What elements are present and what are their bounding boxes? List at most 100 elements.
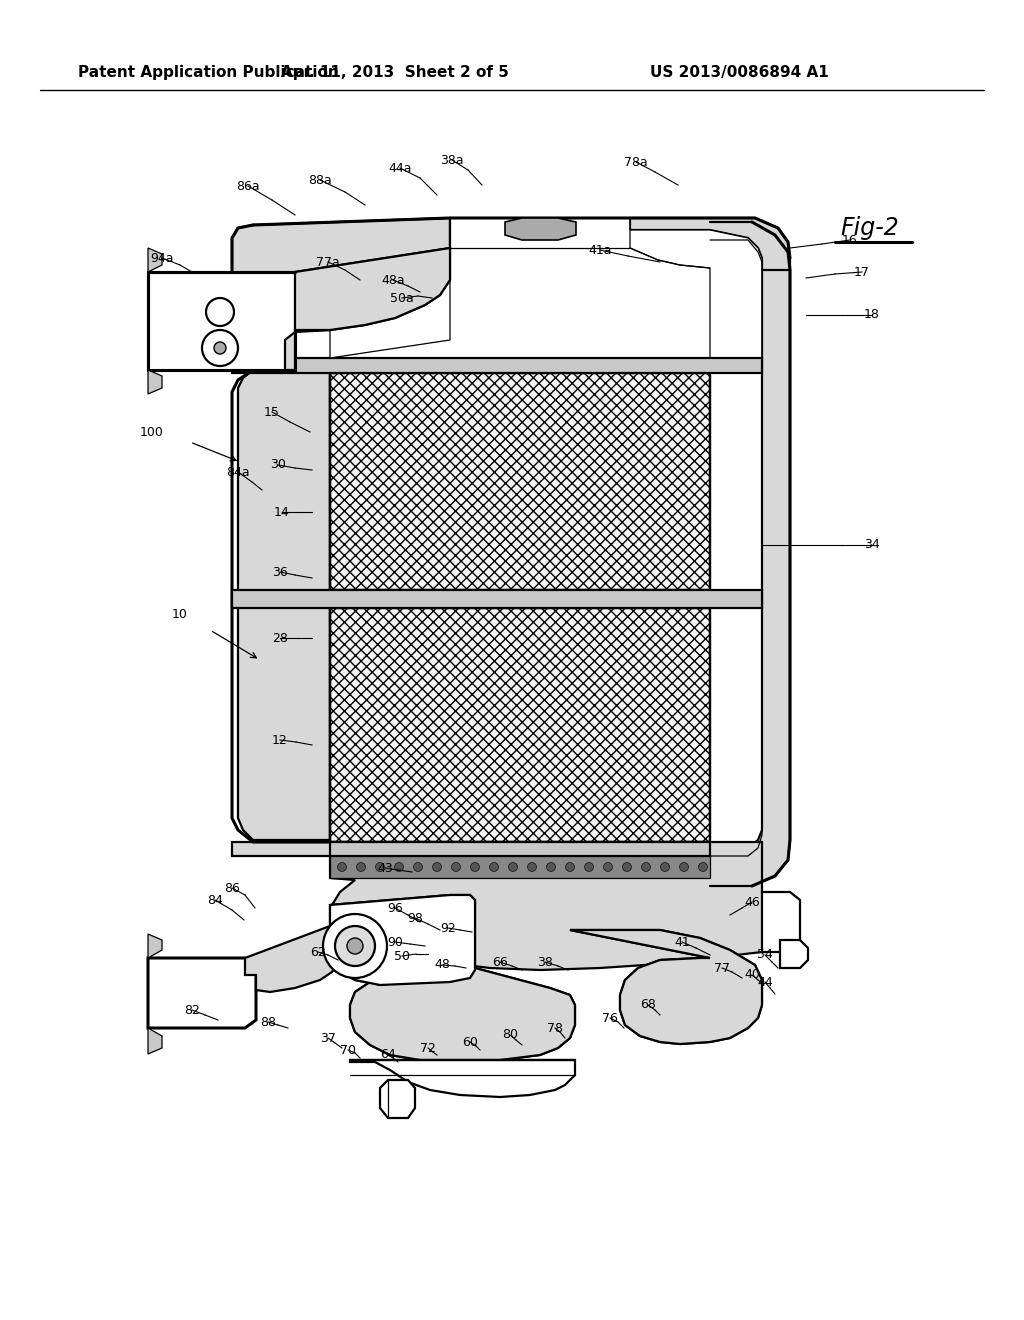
Text: 10: 10 (172, 609, 188, 622)
Text: 50: 50 (394, 949, 410, 962)
Polygon shape (332, 968, 575, 1063)
Text: 68: 68 (640, 998, 656, 1011)
Bar (150, 960, 254, 1026)
Text: 86a: 86a (237, 180, 260, 193)
Polygon shape (332, 968, 575, 1063)
Text: Fig-2: Fig-2 (840, 216, 899, 240)
Circle shape (338, 862, 346, 871)
Circle shape (335, 927, 375, 966)
Text: 18: 18 (864, 309, 880, 322)
Polygon shape (232, 218, 450, 358)
Text: 30: 30 (270, 458, 286, 471)
Text: 90: 90 (387, 936, 402, 949)
Text: 54: 54 (757, 949, 773, 961)
Text: 40: 40 (744, 969, 760, 982)
Text: 64: 64 (380, 1048, 396, 1061)
Polygon shape (505, 218, 575, 240)
Text: Patent Application Publication: Patent Application Publication (78, 65, 339, 79)
Bar (330, 855, 710, 878)
Text: 34: 34 (864, 539, 880, 552)
Text: US 2013/0086894 A1: US 2013/0086894 A1 (650, 65, 828, 79)
Text: 96: 96 (387, 902, 402, 915)
Circle shape (509, 862, 517, 871)
Circle shape (527, 862, 537, 871)
Text: 70: 70 (340, 1044, 356, 1056)
Text: 14: 14 (274, 506, 290, 519)
Circle shape (432, 862, 441, 871)
Text: 17: 17 (854, 265, 870, 279)
Polygon shape (330, 842, 710, 855)
Text: 48: 48 (434, 958, 450, 972)
Text: 88: 88 (260, 1015, 276, 1028)
Circle shape (585, 862, 594, 871)
Polygon shape (710, 222, 790, 886)
Circle shape (641, 862, 650, 871)
Polygon shape (148, 958, 256, 1028)
Circle shape (376, 862, 384, 871)
Polygon shape (148, 370, 162, 393)
Text: 77: 77 (714, 961, 730, 974)
Text: 86: 86 (224, 882, 240, 895)
Polygon shape (148, 935, 162, 958)
Text: 88a: 88a (308, 173, 332, 186)
Text: 98: 98 (408, 912, 423, 924)
Polygon shape (570, 931, 762, 1044)
Text: 50a: 50a (390, 292, 414, 305)
Polygon shape (380, 1080, 415, 1118)
Polygon shape (350, 1060, 575, 1097)
Circle shape (323, 913, 387, 978)
Text: 60: 60 (462, 1035, 478, 1048)
Bar (330, 609, 710, 842)
Text: 37: 37 (321, 1031, 336, 1044)
Circle shape (603, 862, 612, 871)
Text: 38a: 38a (440, 153, 464, 166)
Circle shape (452, 862, 461, 871)
Polygon shape (330, 248, 450, 358)
Bar (330, 374, 710, 590)
Polygon shape (148, 248, 162, 272)
Circle shape (356, 862, 366, 871)
Circle shape (623, 862, 632, 871)
Polygon shape (330, 895, 475, 985)
Polygon shape (232, 218, 762, 374)
Text: 94a: 94a (151, 252, 174, 264)
Text: 78a: 78a (624, 156, 648, 169)
Text: 12: 12 (272, 734, 288, 747)
Polygon shape (330, 895, 475, 985)
Text: 100: 100 (140, 425, 164, 438)
Polygon shape (295, 248, 450, 330)
Polygon shape (762, 892, 800, 952)
Circle shape (414, 862, 423, 871)
Text: 48a: 48a (381, 273, 404, 286)
Polygon shape (148, 272, 295, 370)
Circle shape (547, 862, 555, 871)
Text: 84: 84 (207, 894, 223, 907)
Text: 41: 41 (674, 936, 690, 949)
Text: 92: 92 (440, 921, 456, 935)
Text: 62: 62 (310, 945, 326, 958)
Text: 66: 66 (493, 956, 508, 969)
Polygon shape (570, 931, 762, 1044)
Circle shape (347, 939, 362, 954)
Circle shape (680, 862, 688, 871)
Circle shape (470, 862, 479, 871)
Circle shape (660, 862, 670, 871)
Text: 16: 16 (842, 234, 858, 247)
Polygon shape (232, 358, 762, 374)
Polygon shape (148, 1028, 162, 1053)
Polygon shape (630, 218, 790, 271)
Polygon shape (232, 590, 762, 609)
Polygon shape (285, 248, 450, 370)
Circle shape (565, 862, 574, 871)
Text: 76: 76 (602, 1011, 617, 1024)
Text: 44: 44 (757, 975, 773, 989)
Text: 38: 38 (537, 956, 553, 969)
Text: 44a: 44a (388, 161, 412, 174)
Text: 43: 43 (377, 862, 393, 874)
Circle shape (214, 342, 226, 354)
Text: 84a: 84a (226, 466, 250, 479)
Text: Apr. 11, 2013  Sheet 2 of 5: Apr. 11, 2013 Sheet 2 of 5 (281, 65, 509, 79)
Text: 78: 78 (547, 1022, 563, 1035)
Circle shape (202, 330, 238, 366)
Text: 72: 72 (420, 1041, 436, 1055)
